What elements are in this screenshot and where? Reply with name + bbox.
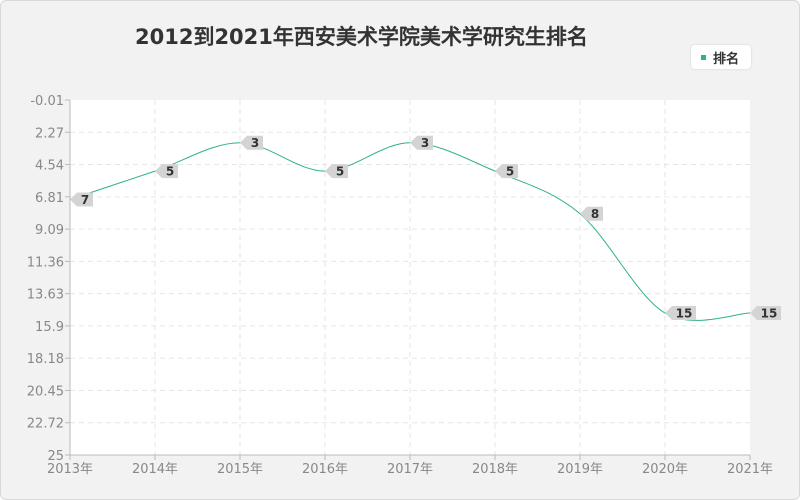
y-tick-label: 15.9 bbox=[35, 320, 64, 335]
y-tick-label: 20.45 bbox=[27, 384, 64, 399]
y-tick-label: -0.01 bbox=[30, 94, 64, 109]
x-tick-label: 2014年 bbox=[132, 462, 178, 477]
legend-swatch bbox=[701, 55, 706, 60]
data-label-tag bbox=[665, 306, 696, 321]
y-tick-label: 4.54 bbox=[35, 159, 64, 174]
data-label: 5 bbox=[495, 164, 518, 179]
y-tick-label: 2.27 bbox=[35, 126, 64, 141]
data-label: 3 bbox=[410, 135, 433, 150]
data-label-tag bbox=[325, 164, 348, 179]
data-label-tag bbox=[495, 164, 518, 179]
data-label: 5 bbox=[155, 164, 178, 179]
y-tick-label: 11.36 bbox=[27, 255, 64, 270]
data-label-text: 7 bbox=[81, 193, 89, 207]
y-tick-label: 13.63 bbox=[27, 288, 64, 303]
x-tick-label: 2013年 bbox=[47, 462, 93, 477]
legend-label: 排名 bbox=[713, 52, 740, 67]
data-label-tag bbox=[750, 306, 781, 321]
x-axis-ticks: 2013年 2014年 2015年 2016年 2017年 2018年 2019年 2020年… bbox=[47, 455, 773, 477]
data-label: 3 bbox=[240, 135, 263, 150]
x-tick-label: 2019年 bbox=[557, 462, 603, 477]
data-labels: 7 5 3 5 3 5 8 15 15 bbox=[70, 135, 781, 321]
data-label: 8 bbox=[580, 206, 603, 221]
y-axis-ticks: -0.01 2.27 4.54 6.81 9.09 11.36 13.63 15.9 18.18… bbox=[27, 94, 70, 464]
data-label-text: 8 bbox=[591, 207, 599, 221]
data-label-text: 15 bbox=[761, 307, 778, 321]
data-label: 15 bbox=[750, 306, 781, 321]
x-tick-label: 2021年 bbox=[727, 462, 773, 477]
x-tick-label: 2020年 bbox=[642, 462, 688, 477]
data-label-tag bbox=[70, 192, 93, 207]
data-label-text: 5 bbox=[506, 165, 514, 179]
data-label: 5 bbox=[325, 164, 348, 179]
legend[interactable]: 排名 bbox=[691, 45, 751, 69]
x-tick-label: 2017年 bbox=[387, 462, 433, 477]
chart-title: 2012到2021年西安美术学院美术学研究生排名 bbox=[135, 25, 588, 49]
data-label-tag bbox=[580, 206, 603, 221]
data-label-tag bbox=[155, 164, 178, 179]
data-label-text: 3 bbox=[421, 136, 429, 150]
data-label-text: 15 bbox=[676, 307, 693, 321]
y-tick-label: 18.18 bbox=[27, 352, 64, 367]
data-label-tag bbox=[240, 135, 263, 150]
data-label-text: 3 bbox=[251, 136, 259, 150]
data-label: 15 bbox=[665, 306, 696, 321]
data-label: 7 bbox=[70, 192, 93, 207]
x-tick-label: 2018年 bbox=[472, 462, 518, 477]
y-tick-label: 22.72 bbox=[27, 417, 64, 432]
data-label-text: 5 bbox=[166, 165, 174, 179]
data-label-tag bbox=[410, 135, 433, 150]
x-tick-label: 2016年 bbox=[302, 462, 348, 477]
y-tick-label: 25 bbox=[47, 449, 64, 464]
data-label-text: 5 bbox=[336, 165, 344, 179]
y-tick-label: 6.81 bbox=[35, 191, 64, 206]
y-tick-label: 9.09 bbox=[35, 223, 64, 238]
x-tick-label: 2015年 bbox=[217, 462, 263, 477]
